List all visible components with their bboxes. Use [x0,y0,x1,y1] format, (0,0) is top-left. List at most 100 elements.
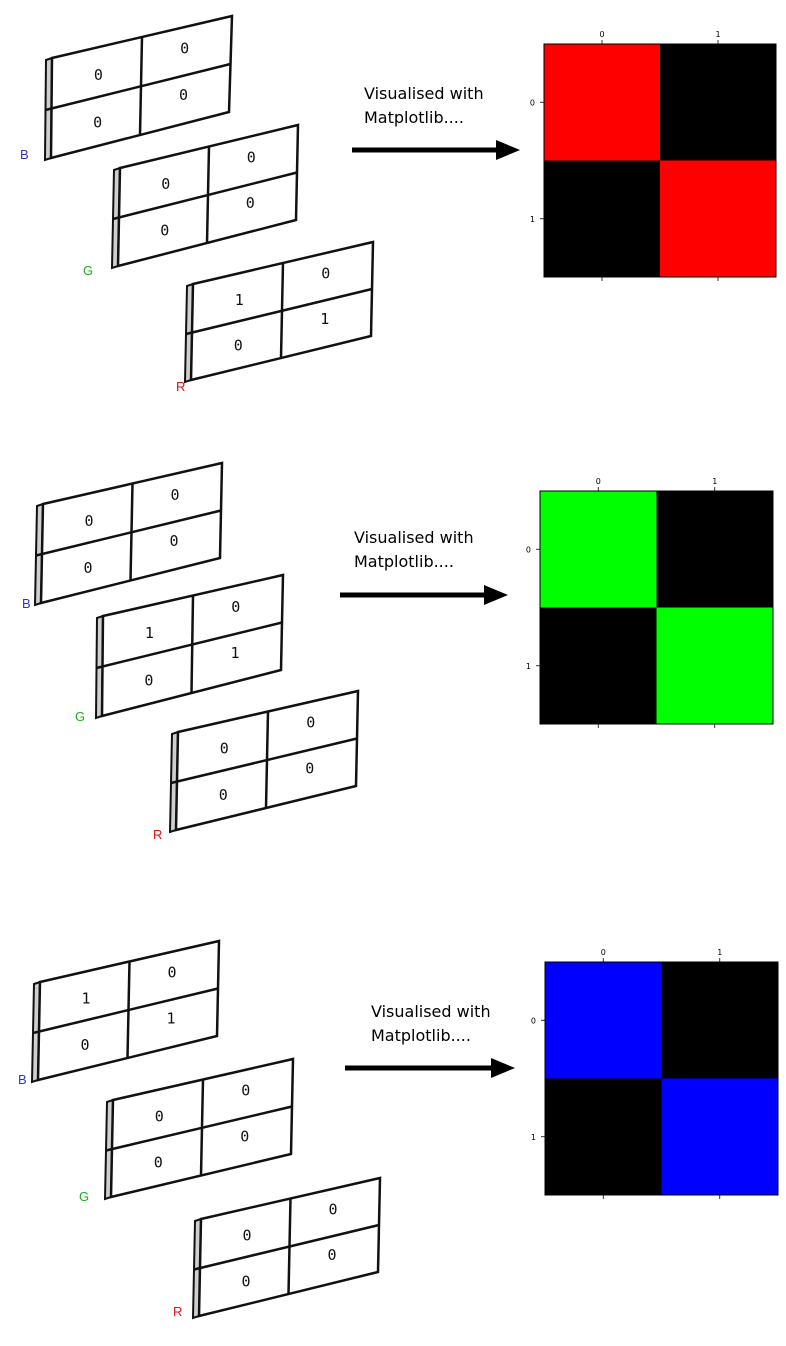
caption-line-2: Matplotlib.... [354,552,454,571]
arrow-head [484,585,508,605]
caption-line-1: Visualised with [371,1002,491,1021]
channel-b-slab-horizontal-divider [35,509,222,557]
matrix-cell-value: 1 [230,644,239,662]
channel-label: B [22,596,31,611]
channel-g-slab-horizontal-divider [112,171,298,221]
matrix-cell-value: 0 [234,337,243,355]
example-1: 0 0 0 0 B 0 0 0 0 G 1 0 0 1 R Visualised with Matplotlib… [20,14,777,394]
matrix-cell-value: 1 [167,1010,176,1028]
matrix-cell-value: 0 [220,740,229,758]
matrix-cell-value: 0 [171,486,180,504]
channel-r-slab-horizontal-divider [185,287,373,336]
pixel-cell-r1-c1 [661,1078,779,1196]
pixel-cell-r0-c0 [540,491,657,608]
channel-b-matrix: 0 0 0 0 [43,14,234,162]
y-tick-label: 1 [531,1133,536,1142]
channel-g-matrix: 0 0 0 0 [110,123,300,270]
caption-line-2: Matplotlib.... [364,108,464,127]
matrix-cell-value: 0 [94,66,103,84]
caption-line-1: Visualised with [354,528,474,547]
matrix-cell-value: 0 [93,113,102,131]
y-tick-label: 1 [530,215,535,224]
caption-line-1: Visualised with [364,84,484,103]
pixel-cell-r0-c0 [545,962,662,1079]
channel-r-slab-horizontal-divider [193,1223,380,1271]
channel-g-slab-horizontal-divider [105,1105,293,1152]
pixel-cell-r0-c1 [661,962,779,1079]
channel-g-slab-horizontal-divider [96,621,283,670]
matrix-cell-value: 0 [160,222,169,240]
x-tick-label: 0 [599,30,604,39]
example-3: 1 0 0 1 B 0 0 0 0 G 0 0 0 0 R Visualised with Matplotlib… [18,939,779,1320]
matrix-cell-value: 0 [240,1128,249,1146]
channel-b-matrix: 0 0 0 0 [33,461,224,607]
result-image-plot: 0 1 0 1 [531,948,779,1199]
pixel-cell-r1-c0 [540,607,657,725]
pixel-cell-r1-c1 [656,607,774,725]
channel-label: G [79,1189,89,1204]
channel-b-slab-horizontal-divider [32,987,219,1035]
matrix-cell-value: 0 [242,1226,251,1244]
matrix-cell-value: 0 [180,39,189,57]
x-tick-label: 0 [596,477,601,486]
matrix-cell-value: 0 [155,1107,164,1125]
matrix-cell-value: 1 [81,990,90,1008]
pixel-cell-r0-c1 [660,44,777,161]
matrix-cell-value: 0 [242,1272,251,1290]
pixel-cell-r1-c0 [544,160,661,278]
channel-label: G [75,709,85,724]
channel-label: B [18,1072,27,1087]
matrix-cell-value: 0 [231,598,240,616]
matrix-cell-value: 0 [241,1082,250,1100]
channel-r-matrix: 1 0 0 1 [183,240,375,384]
x-tick-label: 1 [715,30,720,39]
x-tick-label: 1 [717,948,722,957]
example-2: 0 0 0 0 B 1 0 0 1 G 0 0 0 0 R Visualised with Matplotlib… [22,461,774,842]
plot-frame [544,961,779,1196]
matrix-cell-value: 0 [170,532,179,550]
channel-g-matrix: 0 0 0 0 [103,1057,295,1201]
pixel-cell-r0-c0 [544,44,661,161]
matrix-cell-value: 0 [154,1154,163,1172]
channel-label: B [20,147,29,162]
y-tick-label: 0 [530,98,535,107]
pixel-cell-r1-c0 [545,1078,662,1196]
channel-label: R [153,827,162,842]
matrix-cell-value: 0 [168,964,177,982]
matrix-cell-value: 0 [84,512,93,530]
channel-b-matrix: 1 0 0 1 [30,939,221,1084]
channel-b-slab-horizontal-divider [45,62,231,112]
matrix-cell-value: 0 [81,1036,90,1054]
plot-frame [539,490,774,725]
y-tick-label: 0 [531,1016,536,1025]
matrix-cell-value: 0 [219,786,228,804]
matrix-cell-value: 0 [247,148,256,166]
result-image-plot: 0 1 0 1 [526,477,774,728]
y-tick-label: 0 [526,545,531,554]
matrix-cell-value: 0 [328,1246,337,1264]
arrow-head [491,1058,515,1078]
matrix-cell-value: 0 [161,175,170,193]
matrix-cell-value: 0 [305,760,314,778]
matrix-cell-value: 0 [179,86,188,104]
channel-label: R [176,379,185,394]
channel-r-slab-horizontal-divider [170,737,358,785]
channel-label: R [173,1304,182,1319]
matrix-cell-value: 1 [235,291,244,309]
matrix-cell-value: 0 [321,265,330,283]
plot-frame [543,43,777,278]
matrix-cell-value: 0 [144,671,153,689]
matrix-cell-value: 0 [84,559,93,577]
matrix-cell-value: 0 [306,714,315,732]
matrix-cell-value: 1 [320,310,329,328]
matrix-cell-value: 0 [246,194,255,212]
channel-g-matrix: 1 0 0 1 [94,573,285,720]
result-image-plot: 0 1 0 1 [530,30,777,281]
caption-line-2: Matplotlib.... [371,1026,471,1045]
channel-r-matrix: 0 0 0 0 [191,1176,382,1320]
arrow-head [496,140,520,160]
channel-r-matrix: 0 0 0 0 [168,689,360,834]
matrix-cell-value: 0 [329,1201,338,1219]
pixel-cell-r1-c1 [660,160,777,278]
